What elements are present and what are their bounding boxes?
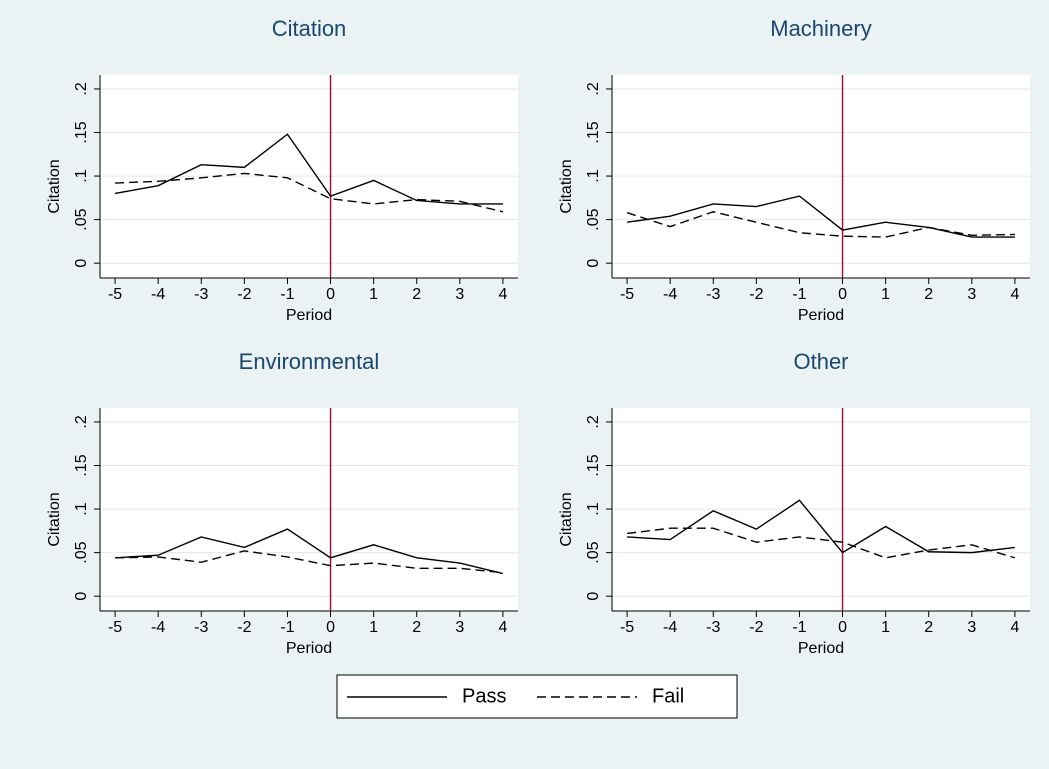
x-tick-label: 3 xyxy=(455,286,464,303)
x-tick-label: 3 xyxy=(967,286,976,303)
y-tick-label: .2 xyxy=(585,82,602,95)
y-tick-label: .1 xyxy=(585,169,602,182)
y-tick-label: .1 xyxy=(73,502,90,515)
x-tick-label: -1 xyxy=(280,286,294,303)
x-tick-label: -4 xyxy=(151,619,165,636)
x-tick-label: -2 xyxy=(237,286,251,303)
legend-label: Fail xyxy=(652,685,684,707)
x-tick-label: -5 xyxy=(620,286,634,303)
y-tick-label: .05 xyxy=(73,541,90,563)
x-tick-label: -2 xyxy=(237,619,251,636)
y-tick-label: .05 xyxy=(585,208,602,230)
x-axis-label: Period xyxy=(798,640,844,657)
series-line xyxy=(626,527,1016,559)
y-axis-label: Citation xyxy=(46,159,63,213)
x-tick-label: 2 xyxy=(412,619,421,636)
x-tick-label: -3 xyxy=(194,619,208,636)
series-line xyxy=(115,550,503,574)
x-tick-label: -5 xyxy=(108,619,122,636)
x-tick-label: -5 xyxy=(620,619,634,636)
x-axis-label: Period xyxy=(286,640,332,657)
series-line xyxy=(626,211,1015,238)
y-tick-label: .15 xyxy=(73,121,90,143)
x-tick-label: 4 xyxy=(1010,286,1019,303)
series-line xyxy=(115,528,504,575)
y-tick-label: 0 xyxy=(585,259,602,268)
x-tick-label: 4 xyxy=(498,619,507,636)
y-tick-label: .15 xyxy=(585,454,602,476)
x-tick-label: 1 xyxy=(369,619,378,636)
x-tick-label: -1 xyxy=(280,619,294,636)
y-tick-label: .1 xyxy=(585,502,602,515)
x-tick-label: 0 xyxy=(326,619,335,636)
x-tick-label: 4 xyxy=(1010,619,1019,636)
x-tick-label: 0 xyxy=(326,286,335,303)
y-tick-label: .1 xyxy=(73,169,90,182)
x-tick-label: -4 xyxy=(663,619,677,636)
x-tick-label: 0 xyxy=(838,619,847,636)
x-tick-label: -1 xyxy=(792,619,806,636)
x-tick-label: 1 xyxy=(881,619,890,636)
x-axis-label: Period xyxy=(798,307,844,324)
chart-title: Environmental xyxy=(239,349,380,374)
y-axis-label: Citation xyxy=(46,492,63,546)
x-tick-label: -3 xyxy=(706,619,720,636)
x-tick-label: 3 xyxy=(455,619,464,636)
y-tick-label: .2 xyxy=(585,415,602,428)
y-axis-label: Citation xyxy=(558,492,575,546)
y-tick-label: .2 xyxy=(73,415,90,428)
x-axis-label: Period xyxy=(286,307,332,324)
y-tick-label: .05 xyxy=(73,208,90,230)
x-tick-label: -2 xyxy=(749,619,763,636)
x-tick-label: 2 xyxy=(924,619,933,636)
y-tick-label: 0 xyxy=(585,592,602,601)
y-tick-label: 0 xyxy=(73,592,90,601)
legend-label: Pass xyxy=(462,685,506,707)
series-line xyxy=(115,172,504,213)
x-tick-label: 3 xyxy=(967,619,976,636)
y-tick-label: .15 xyxy=(585,121,602,143)
x-tick-label: -3 xyxy=(194,286,208,303)
x-tick-label: 2 xyxy=(924,286,933,303)
y-tick-label: .2 xyxy=(73,82,90,95)
series-line xyxy=(114,133,503,205)
x-tick-label: 2 xyxy=(412,286,421,303)
x-tick-label: -3 xyxy=(706,286,720,303)
x-tick-label: -4 xyxy=(151,286,165,303)
chart-title: Other xyxy=(793,349,848,374)
x-tick-label: -2 xyxy=(749,286,763,303)
x-tick-label: 0 xyxy=(838,286,847,303)
y-tick-label: .15 xyxy=(73,454,90,476)
chart-title: Citation xyxy=(272,16,347,41)
x-tick-label: 1 xyxy=(369,286,378,303)
x-tick-label: -1 xyxy=(792,286,806,303)
x-tick-label: 1 xyxy=(881,286,890,303)
y-tick-label: .05 xyxy=(585,541,602,563)
chart-title: Machinery xyxy=(770,16,871,41)
x-tick-label: -4 xyxy=(663,286,677,303)
x-tick-label: -5 xyxy=(108,286,122,303)
y-axis-label: Citation xyxy=(558,159,575,213)
x-tick-label: 4 xyxy=(498,286,507,303)
y-tick-label: 0 xyxy=(73,259,90,268)
series-line xyxy=(627,499,1016,554)
series-line xyxy=(626,195,1015,238)
